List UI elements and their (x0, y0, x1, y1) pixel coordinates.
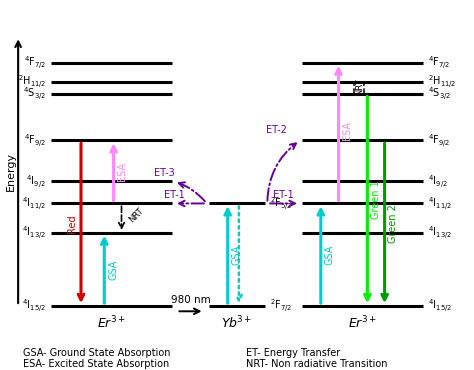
Text: $^2$F$_{7/2}$: $^2$F$_{7/2}$ (270, 297, 292, 314)
Text: $^4$I$_{15/2}$: $^4$I$_{15/2}$ (22, 297, 46, 314)
Text: $^4$I$_{13/2}$: $^4$I$_{13/2}$ (428, 224, 452, 241)
Text: $^2$H$_{11/2}$: $^2$H$_{11/2}$ (428, 73, 456, 90)
Text: $^4$F$_{9/2}$: $^4$F$_{9/2}$ (24, 132, 46, 149)
Text: $^4$I$_{11/2}$: $^4$I$_{11/2}$ (428, 195, 452, 212)
Text: GSA: GSA (325, 245, 335, 265)
Text: $^4$I$_{15/2}$: $^4$I$_{15/2}$ (428, 297, 452, 314)
Text: ESA: ESA (342, 121, 352, 140)
Text: Er$^{3+}$: Er$^{3+}$ (348, 314, 377, 331)
Text: $^2$F$_{5/2}$: $^2$F$_{5/2}$ (270, 195, 292, 212)
Text: Green 1: Green 1 (371, 181, 381, 219)
Text: Er$^{3+}$: Er$^{3+}$ (97, 314, 126, 331)
Text: NRT: NRT (127, 206, 145, 224)
Text: $^4$I$_{11/2}$: $^4$I$_{11/2}$ (22, 195, 46, 212)
Text: GSA- Ground State Absorption: GSA- Ground State Absorption (23, 348, 170, 358)
Text: Red: Red (67, 214, 77, 232)
Text: NRT: NRT (355, 78, 364, 94)
Text: ESA- Excited State Absorption: ESA- Excited State Absorption (23, 359, 169, 369)
Text: 980 nm: 980 nm (171, 295, 210, 305)
Text: ESA: ESA (118, 162, 128, 181)
Text: Green 2: Green 2 (388, 204, 398, 243)
Text: $^4$S$_{3/2}$: $^4$S$_{3/2}$ (428, 85, 451, 102)
Text: $^4$F$_{9/2}$: $^4$F$_{9/2}$ (428, 132, 450, 149)
Text: ET-2: ET-2 (266, 125, 287, 135)
Text: GSA: GSA (231, 245, 241, 265)
Text: ET-1: ET-1 (164, 190, 184, 200)
Text: $^4$F$_{7/2}$: $^4$F$_{7/2}$ (428, 54, 450, 71)
Text: $^4$F$_{7/2}$: $^4$F$_{7/2}$ (24, 54, 46, 71)
Text: $^4$I$_{13/2}$: $^4$I$_{13/2}$ (22, 224, 46, 241)
Text: NRT- Non radiative Transition: NRT- Non radiative Transition (246, 359, 388, 369)
Text: Yb$^{3+}$: Yb$^{3+}$ (221, 314, 253, 331)
Text: GSA: GSA (108, 259, 118, 280)
Text: ET-3: ET-3 (155, 168, 175, 178)
Text: ET- Energy Transfer: ET- Energy Transfer (246, 348, 340, 358)
Text: ET-1: ET-1 (273, 190, 294, 200)
Text: $^2$H$_{11/2}$: $^2$H$_{11/2}$ (18, 73, 46, 90)
Text: $^4$S$_{3/2}$: $^4$S$_{3/2}$ (23, 85, 46, 102)
Text: $^4$I$_{9/2}$: $^4$I$_{9/2}$ (27, 173, 46, 190)
Text: $^4$I$_{9/2}$: $^4$I$_{9/2}$ (428, 173, 447, 190)
Text: Energy: Energy (6, 152, 16, 191)
